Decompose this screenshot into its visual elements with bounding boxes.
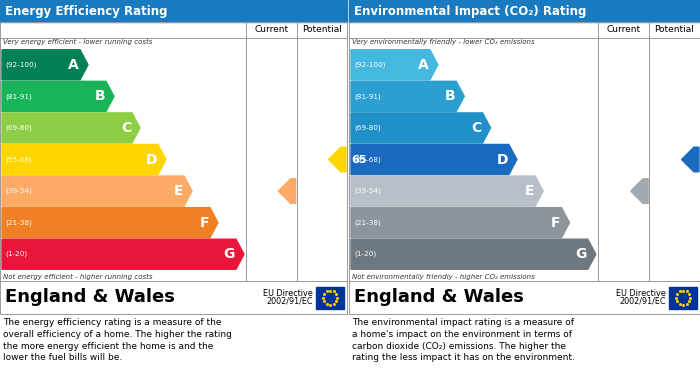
Text: (55-68): (55-68): [354, 156, 381, 163]
Polygon shape: [2, 50, 88, 80]
Text: C: C: [471, 121, 482, 135]
Text: F: F: [551, 216, 561, 230]
Text: 49: 49: [654, 186, 670, 196]
Text: F: F: [199, 216, 209, 230]
Text: (69-80): (69-80): [354, 125, 381, 131]
Text: (81-91): (81-91): [5, 93, 32, 100]
Text: England & Wales: England & Wales: [354, 289, 524, 307]
Polygon shape: [2, 144, 166, 174]
Text: Very energy efficient - lower running costs: Very energy efficient - lower running co…: [3, 39, 153, 45]
Text: 65: 65: [351, 154, 368, 165]
Text: Energy Efficiency Rating: Energy Efficiency Rating: [5, 5, 167, 18]
Text: D: D: [146, 152, 157, 167]
Text: (21-38): (21-38): [5, 219, 32, 226]
Text: (21-38): (21-38): [354, 219, 381, 226]
Text: Current: Current: [255, 25, 288, 34]
Bar: [0, 281, 347, 314]
Text: E: E: [174, 184, 183, 198]
Text: Potential: Potential: [302, 25, 342, 34]
Text: (69-80): (69-80): [5, 125, 32, 131]
Bar: [669, 287, 697, 308]
Polygon shape: [351, 176, 543, 206]
Text: Potential: Potential: [654, 25, 694, 34]
Text: (92-100): (92-100): [354, 61, 386, 68]
Text: The energy efficiency rating is a measure of the
overall efficiency of a home. T: The energy efficiency rating is a measur…: [3, 318, 232, 362]
Bar: [349, 22, 700, 281]
Text: 54: 54: [302, 186, 317, 196]
Text: B: B: [444, 90, 455, 103]
Bar: [0, 22, 347, 281]
Bar: [349, 281, 700, 314]
Text: EU Directive: EU Directive: [263, 289, 313, 298]
Polygon shape: [351, 113, 491, 143]
Text: EU Directive: EU Directive: [616, 289, 666, 298]
Polygon shape: [631, 179, 648, 203]
Text: England & Wales: England & Wales: [5, 289, 175, 307]
Polygon shape: [279, 179, 295, 203]
Polygon shape: [2, 239, 244, 269]
Text: C: C: [121, 121, 131, 135]
Text: (39-54): (39-54): [354, 188, 381, 194]
Text: (55-68): (55-68): [5, 156, 32, 163]
Bar: [0, 22, 347, 281]
Text: 2002/91/EC: 2002/91/EC: [620, 297, 666, 306]
Bar: [316, 287, 344, 308]
Polygon shape: [2, 208, 218, 238]
Text: E: E: [525, 184, 534, 198]
Polygon shape: [2, 81, 114, 111]
Polygon shape: [328, 147, 346, 172]
Polygon shape: [682, 147, 699, 172]
Text: Very environmentally friendly - lower CO₂ emissions: Very environmentally friendly - lower CO…: [352, 39, 535, 45]
Text: (81-91): (81-91): [354, 93, 381, 100]
Text: Not energy efficient - higher running costs: Not energy efficient - higher running co…: [3, 274, 153, 280]
Text: Not environmentally friendly - higher CO₂ emissions: Not environmentally friendly - higher CO…: [352, 274, 535, 280]
Polygon shape: [351, 239, 596, 269]
Text: 2002/91/EC: 2002/91/EC: [267, 297, 313, 306]
Polygon shape: [351, 144, 517, 174]
Bar: [0, 281, 347, 314]
Text: (1-20): (1-20): [5, 251, 27, 257]
Text: A: A: [69, 58, 79, 72]
Polygon shape: [351, 208, 570, 238]
Text: Current: Current: [607, 25, 640, 34]
Bar: [349, 22, 700, 281]
Polygon shape: [351, 50, 438, 80]
Bar: [349, 281, 700, 314]
Polygon shape: [351, 81, 464, 111]
Text: (39-54): (39-54): [5, 188, 32, 194]
Text: A: A: [418, 58, 429, 72]
Text: B: B: [94, 90, 105, 103]
Text: D: D: [496, 152, 508, 167]
Polygon shape: [2, 113, 140, 143]
Text: G: G: [575, 247, 587, 261]
Text: (92-100): (92-100): [5, 61, 36, 68]
Bar: [0, 0, 347, 22]
Text: G: G: [223, 247, 235, 261]
Text: Environmental Impact (CO₂) Rating: Environmental Impact (CO₂) Rating: [354, 5, 587, 18]
Text: (1-20): (1-20): [354, 251, 376, 257]
Text: The environmental impact rating is a measure of
a home's impact on the environme: The environmental impact rating is a mea…: [352, 318, 575, 362]
Polygon shape: [2, 176, 192, 206]
Bar: [349, 0, 700, 22]
